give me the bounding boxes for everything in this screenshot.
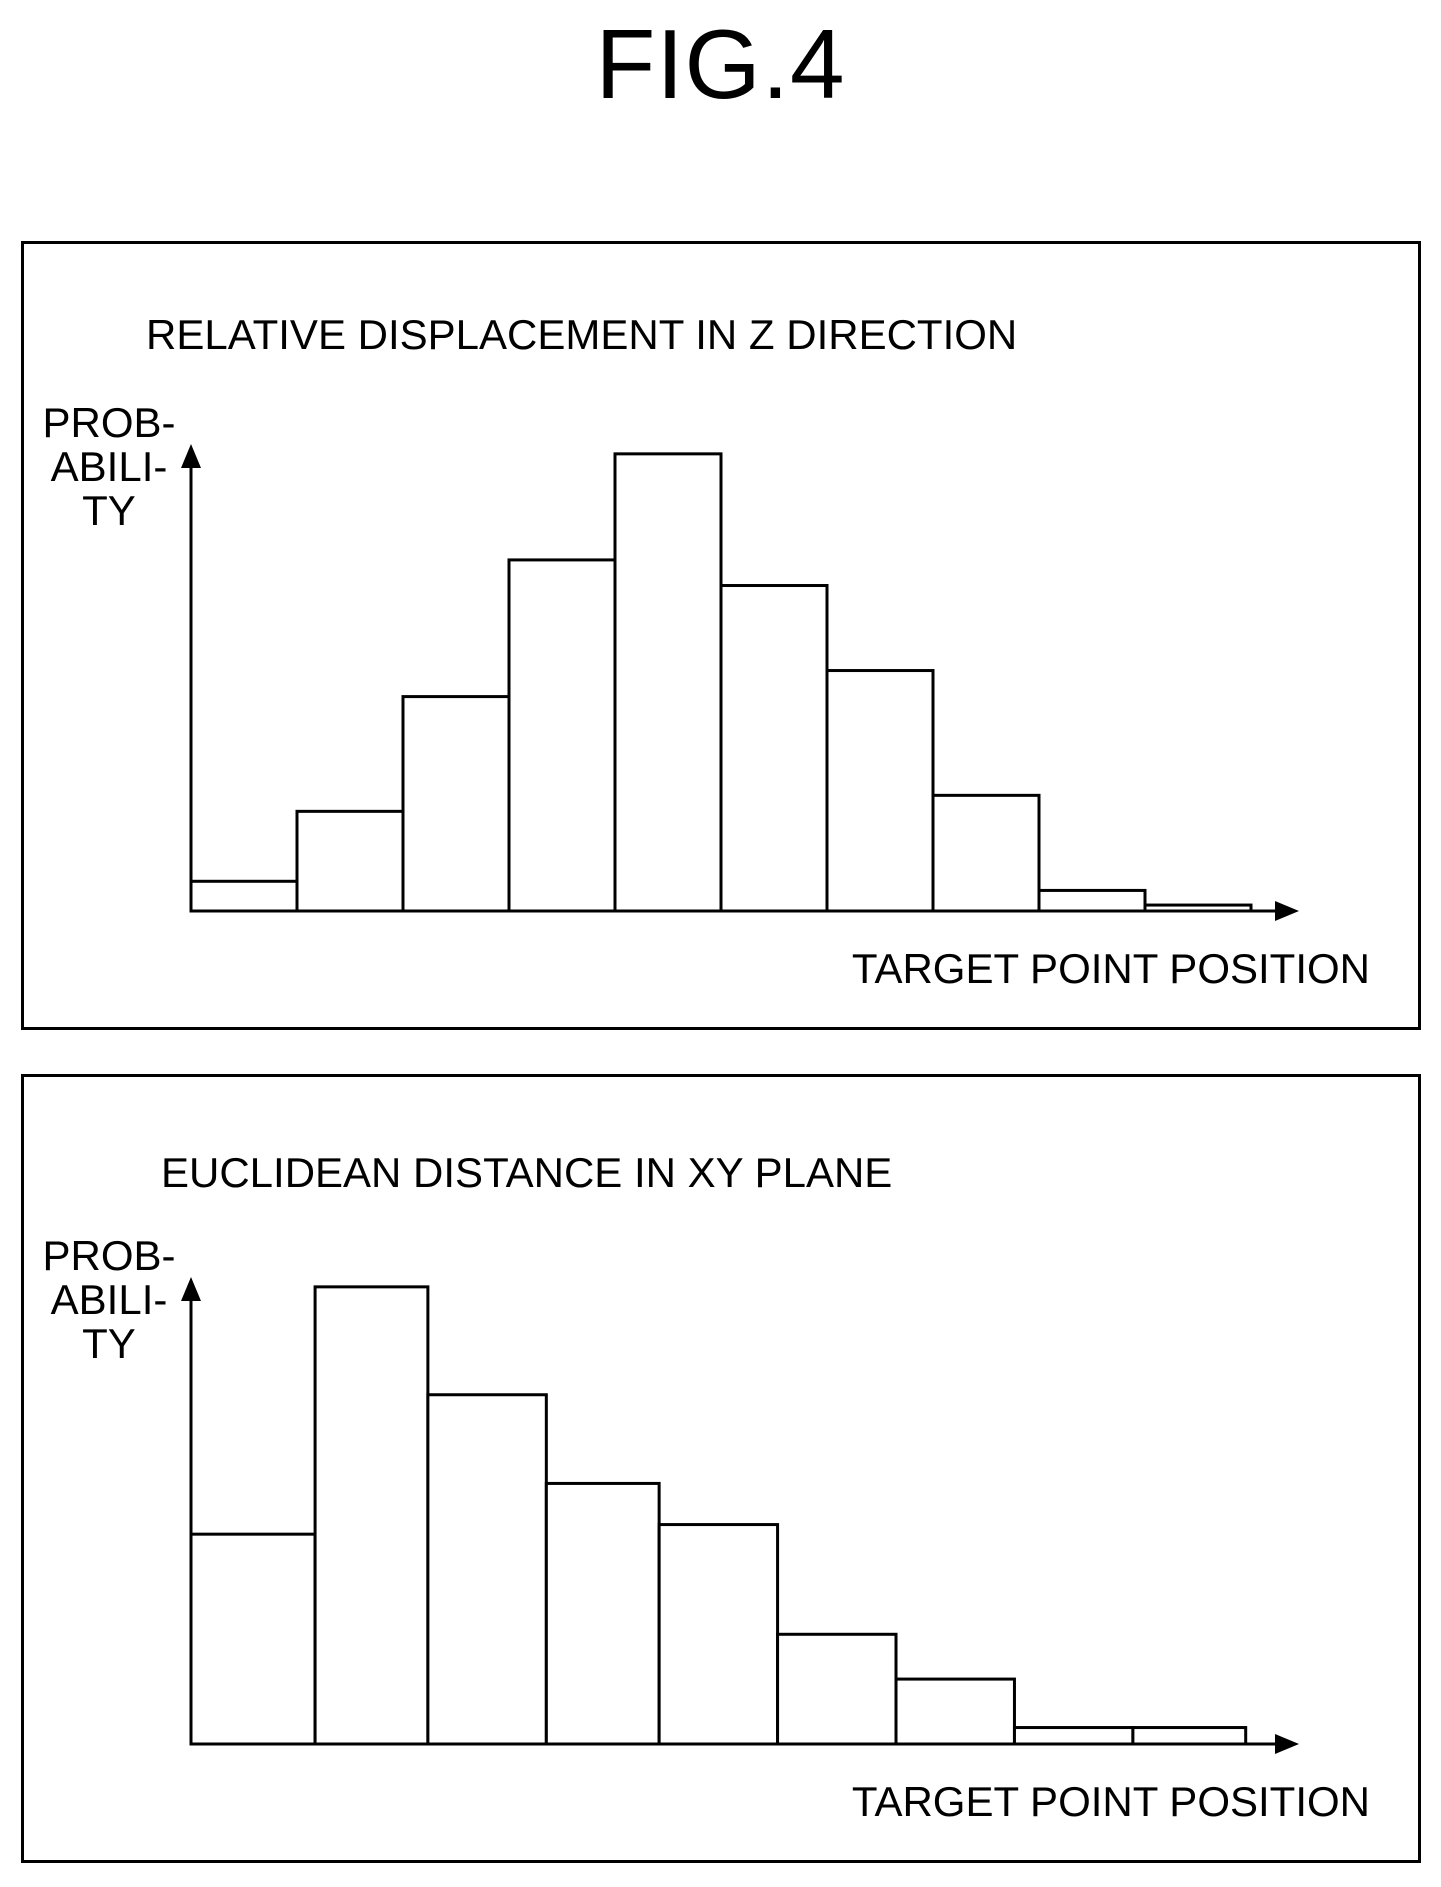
y-axis-label: PROB- ABILI- TY	[30, 1234, 188, 1366]
histogram-xy-distance	[181, 1277, 1299, 1754]
figure-title: FIG.4	[595, 9, 846, 119]
histogram-bar	[507, 558, 617, 913]
histogram-bar	[719, 584, 829, 913]
y-axis-label-line: PROB-	[42, 399, 176, 446]
histogram-bar	[825, 669, 935, 913]
x-axis-label: TARGET POINT POSITION	[851, 945, 1370, 992]
histogram-z-displacement	[181, 444, 1299, 921]
histogram-bar	[931, 793, 1041, 913]
x-axis-arrowhead	[1275, 1734, 1299, 1754]
histogram-bar	[544, 1481, 661, 1746]
histogram-bar	[189, 879, 299, 913]
chart-title: RELATIVE DISPLACEMENT IN Z DIRECTION	[146, 311, 1018, 358]
y-axis-label: PROB- ABILI- TY	[30, 401, 188, 533]
histogram-bar	[401, 695, 511, 913]
chart-panel-xy-distance: EUCLIDEAN DISTANCE IN XY PLANE PROB- ABI…	[21, 1074, 1421, 1863]
y-axis-label-line: PROB-	[42, 1232, 176, 1279]
y-axis-label-line: TY	[82, 487, 136, 534]
histogram-bar	[1037, 888, 1147, 913]
histogram-bar	[426, 1393, 548, 1746]
histogram-bar	[894, 1677, 1016, 1746]
histogram-bar	[313, 1285, 430, 1746]
y-axis-arrowhead	[181, 444, 201, 468]
histogram-bar	[295, 809, 405, 913]
y-axis-label-line: TY	[82, 1320, 136, 1367]
histogram-bar	[657, 1523, 780, 1746]
y-axis-arrowhead	[181, 1277, 201, 1301]
histogram-bar	[613, 452, 723, 913]
x-axis-arrowhead	[1275, 901, 1299, 921]
chart-panel-z-displacement: RELATIVE DISPLACEMENT IN Z DIRECTION PRO…	[21, 241, 1421, 1030]
histogram-bar	[189, 1532, 317, 1746]
histogram-bar	[776, 1632, 898, 1746]
y-axis-label-line: ABILI-	[50, 1276, 168, 1323]
y-axis-label-line: ABILI-	[50, 443, 168, 490]
chart-title: EUCLIDEAN DISTANCE IN XY PLANE	[161, 1149, 893, 1196]
x-axis-label: TARGET POINT POSITION	[851, 1778, 1370, 1825]
histogram-bar	[1012, 1726, 1135, 1746]
histogram-bar	[1131, 1726, 1248, 1746]
